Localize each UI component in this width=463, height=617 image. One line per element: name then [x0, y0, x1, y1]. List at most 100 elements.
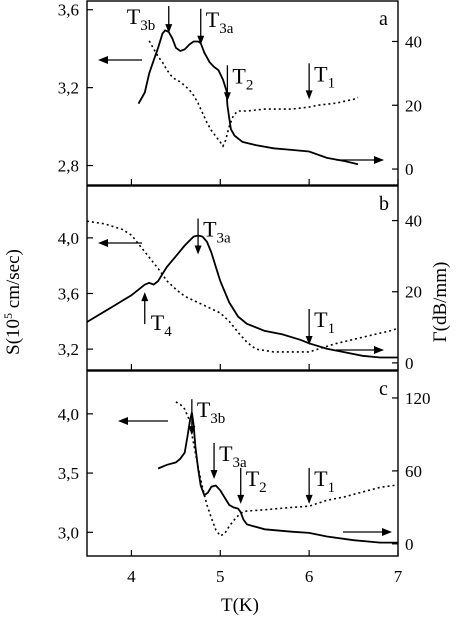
panel-letter: a: [379, 8, 388, 30]
left-tick-label: 3,5: [58, 464, 79, 483]
transition-sub: 3a: [233, 455, 248, 471]
transition-label: T3a: [194, 217, 231, 255]
transition-arrowhead: [305, 335, 313, 345]
transition-label: T1: [305, 61, 335, 100]
left-tick-label: 3,6: [58, 1, 79, 20]
left-axis-title: S(105 cm/sec): [1, 249, 24, 355]
series-line-solid-right: [137, 29, 359, 166]
transition-arrowhead: [141, 292, 149, 302]
transition-sub: 2: [246, 77, 254, 93]
transition-sub: 3b: [140, 18, 155, 34]
transition-main: T: [314, 61, 328, 86]
transition-sub: 3a: [217, 231, 232, 247]
right-tick-label: 60: [405, 462, 422, 481]
panel-frame: [86, 185, 399, 371]
left-axis-arrowhead: [118, 417, 128, 425]
transition-arrowhead: [188, 426, 196, 436]
left-tick-label: 2,8: [58, 157, 79, 176]
transition-text: T3a: [219, 441, 247, 471]
transition-sub: 1: [328, 480, 336, 496]
transition-arrowhead: [210, 469, 218, 479]
transition-label: T4: [141, 292, 172, 340]
right-tick-label: 20: [405, 283, 422, 302]
transition-text: T1: [314, 61, 335, 91]
series-line-dotted-left: [86, 220, 399, 353]
left-axis-arrowhead: [98, 239, 108, 247]
transition-arrowhead: [165, 24, 173, 34]
right-axis-arrowhead: [382, 528, 392, 536]
transition-arrowhead: [237, 494, 245, 504]
transition-text: T1: [314, 466, 335, 496]
left-axis-title-main: S(10: [3, 319, 24, 355]
transition-main: T: [246, 466, 260, 491]
transition-arrowhead: [305, 90, 313, 100]
transition-arrowhead: [194, 245, 202, 255]
transition-text: T2: [246, 466, 267, 496]
transition-sub: 2: [259, 480, 267, 496]
transition-main: T: [197, 397, 211, 422]
panel-frame: [86, 370, 399, 557]
transition-text: T3a: [206, 7, 234, 37]
transition-sub: 4: [164, 324, 172, 340]
left-tick-label: 3,6: [58, 284, 79, 303]
right-axis-title: Γ(dB/mm): [430, 262, 451, 343]
x-axis-ticks: 4 5 6 7: [127, 567, 403, 586]
transition-main: T: [314, 307, 328, 332]
right-tick-label: 40: [405, 32, 422, 51]
transition-label: T3a: [210, 441, 247, 479]
right-tick-label: 0: [405, 535, 414, 554]
right-tick-label: 120: [405, 389, 431, 408]
transition-label: T2: [223, 63, 253, 102]
series-line-solid-right: [157, 412, 398, 544]
transition-main: T: [151, 310, 165, 335]
left-tick-label: 3,2: [58, 79, 79, 98]
transition-arrowhead: [197, 35, 205, 45]
transition-text: T3b: [197, 397, 225, 427]
transition-sub: 3a: [219, 21, 234, 37]
panel-letter: c: [379, 378, 388, 400]
transition-text: T4: [151, 310, 172, 340]
transition-text: T1: [314, 307, 335, 337]
right-axis-arrowhead: [374, 346, 384, 354]
transition-label: T3b: [188, 397, 225, 436]
transition-arrowhead: [223, 92, 231, 102]
x-tick-label: 4: [127, 567, 136, 586]
x-axis-title: T(K): [221, 595, 259, 616]
transition-text: T3b: [127, 4, 155, 34]
right-tick-label: 20: [405, 96, 422, 115]
transition-main: T: [206, 7, 220, 32]
transition-main: T: [314, 466, 328, 491]
left-tick-label: 3,0: [58, 523, 79, 542]
left-tick-label: 3,2: [58, 340, 79, 359]
transition-label: T1: [305, 307, 335, 345]
transition-sub: 1: [328, 321, 336, 337]
panel-frame: [86, 0, 399, 186]
series-line-dotted-left: [148, 40, 359, 148]
transition-text: T3a: [203, 217, 231, 247]
x-tick-label: 5: [216, 567, 225, 586]
transition-main: T: [232, 63, 246, 88]
left-tick-label: 4,0: [58, 229, 79, 248]
right-tick-label: 0: [405, 160, 414, 179]
transition-label: T3a: [197, 7, 234, 45]
right-tick-label: 0: [405, 354, 414, 373]
transition-label: T2: [237, 466, 267, 504]
left-axis-title-rest: cm/sec): [3, 249, 24, 313]
transition-label: T3b: [127, 4, 173, 34]
transition-main: T: [219, 441, 233, 466]
transition-label: T1: [305, 466, 335, 504]
transition-main: T: [127, 4, 141, 29]
x-tick-label: 6: [305, 567, 314, 586]
right-axis-arrowhead: [374, 156, 384, 164]
transition-text: T2: [232, 63, 253, 93]
right-tick-label: 40: [405, 212, 422, 231]
left-axis-arrowhead: [98, 56, 108, 64]
transition-main: T: [203, 217, 217, 242]
x-tick-label: 7: [394, 567, 403, 586]
left-axis-title-sup: 5: [1, 313, 15, 319]
panel-letter: b: [379, 193, 389, 215]
